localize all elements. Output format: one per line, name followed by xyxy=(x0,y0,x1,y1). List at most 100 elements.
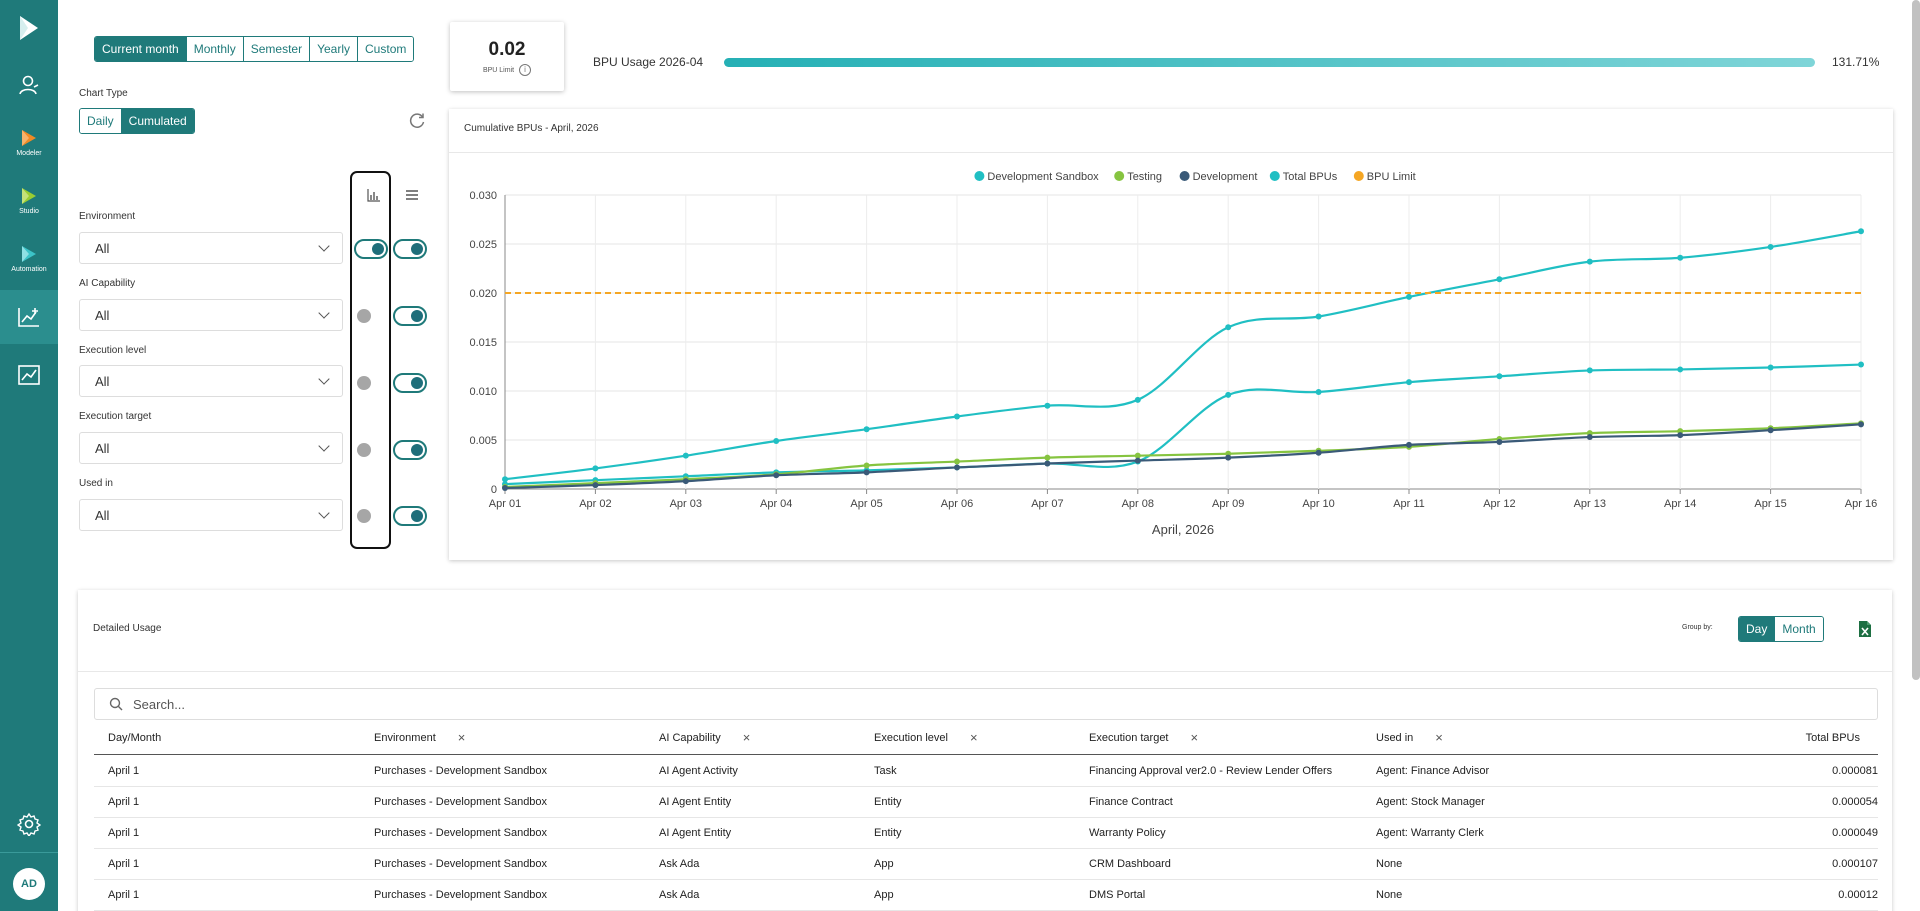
execution-level-chart-toggle[interactable] xyxy=(354,373,388,393)
table-cell: DMS Portal xyxy=(1089,889,1146,901)
period-custom[interactable]: Custom xyxy=(357,37,414,61)
chart-type-daily[interactable]: Daily xyxy=(80,109,121,133)
legend-marker xyxy=(1353,171,1364,181)
sidebar-item-label: Modeler xyxy=(16,150,42,157)
table-row[interactable]: April 1 Purchases - Development Sandbox AI… xyxy=(94,818,1878,849)
table-cell: Ask Ada xyxy=(659,889,700,901)
period-semester[interactable]: Semester xyxy=(242,37,310,61)
remove-column-icon[interactable]: × xyxy=(742,730,751,745)
table-row[interactable]: April 1 Purchases - Development Sandbox As… xyxy=(94,880,1878,911)
execution-level-table-toggle[interactable] xyxy=(393,373,427,393)
x-tick-label: Apr 16 xyxy=(1845,498,1877,510)
ai-capability-table-toggle[interactable] xyxy=(393,306,427,326)
search-input[interactable] xyxy=(133,696,733,712)
settings-gear-icon[interactable] xyxy=(17,812,41,836)
x-tick-label: Apr 05 xyxy=(850,498,882,510)
bar-chart-icon[interactable] xyxy=(367,188,381,202)
column-header-label: Execution target xyxy=(1089,732,1169,744)
y-tick-label: 0.015 xyxy=(469,337,497,349)
chart-header-divider xyxy=(449,152,1893,153)
column-header[interactable]: AI Capability × xyxy=(659,721,750,755)
data-point xyxy=(1225,324,1232,331)
column-header-label: Total BPUs xyxy=(1805,732,1860,744)
used-in-chart-toggle[interactable] xyxy=(354,506,388,526)
legend-label: Development Sandbox xyxy=(987,171,1099,183)
chart-toggle-column-highlight xyxy=(350,171,391,549)
data-point xyxy=(1496,276,1503,283)
filter-environment-select[interactable]: All xyxy=(79,232,343,264)
environment-chart-toggle[interactable] xyxy=(354,239,388,259)
analytics-icon xyxy=(18,308,39,327)
table-header-divider xyxy=(78,671,1892,672)
column-header[interactable]: Execution target × xyxy=(1089,721,1198,755)
environment-table-toggle[interactable] xyxy=(393,239,427,259)
sidebar-item-users[interactable] xyxy=(0,74,58,104)
filter-execution-level-select[interactable]: All xyxy=(79,365,343,397)
data-point xyxy=(863,426,870,433)
table-search xyxy=(94,688,1878,720)
series-line xyxy=(504,230,1862,481)
modeler-icon xyxy=(22,130,36,146)
remove-column-icon[interactable]: × xyxy=(457,730,466,745)
data-point xyxy=(863,462,870,469)
page-scrollbar[interactable] xyxy=(1912,0,1920,680)
table-cell: App xyxy=(874,858,894,870)
data-point xyxy=(1044,460,1051,467)
info-icon[interactable]: i xyxy=(519,64,532,76)
ai-capability-chart-toggle[interactable] xyxy=(354,306,388,326)
chart-type-cumulated[interactable]: Cumulated xyxy=(120,109,194,133)
period-yearly[interactable]: Yearly xyxy=(309,37,358,61)
data-point xyxy=(1858,361,1864,368)
list-icon[interactable] xyxy=(405,188,419,202)
execution-target-chart-toggle[interactable] xyxy=(354,440,388,460)
sidebar-item-automation[interactable]: Automation xyxy=(0,244,58,278)
table-cell: 0.00012 xyxy=(1838,889,1878,901)
refresh-icon[interactable] xyxy=(408,112,426,130)
used-in-table-toggle[interactable] xyxy=(393,506,427,526)
data-point xyxy=(1406,441,1412,448)
column-header[interactable]: Execution level × xyxy=(874,721,978,755)
filter-execution-target-select[interactable]: All xyxy=(79,432,343,464)
remove-column-icon[interactable]: × xyxy=(1435,730,1443,745)
excel-export-icon[interactable] xyxy=(1858,620,1872,638)
table-cell: Ask Ada xyxy=(659,858,700,870)
filter-ai-capability-select[interactable]: All xyxy=(79,299,343,331)
period-monthly[interactable]: Monthly xyxy=(185,37,243,61)
automation-icon xyxy=(22,246,36,262)
column-header[interactable]: Day/Month xyxy=(108,721,161,755)
remove-column-icon[interactable]: × xyxy=(1190,730,1199,745)
execution-target-table-toggle[interactable] xyxy=(393,440,427,460)
table-row[interactable]: April 1 Purchases - Development Sandbox AI… xyxy=(94,787,1878,818)
group-by-day[interactable]: Day xyxy=(1739,617,1775,641)
table-row[interactable]: April 1 Purchases - Development Sandbox As… xyxy=(94,849,1878,880)
x-tick-label: Apr 03 xyxy=(670,498,702,510)
column-header[interactable]: Total BPUs xyxy=(1806,721,1860,755)
x-tick-label: Apr 13 xyxy=(1574,498,1606,510)
table-cell: None xyxy=(1376,858,1403,870)
table-cell: Agent: Warranty Clerk xyxy=(1376,827,1484,839)
data-point xyxy=(1134,396,1141,403)
sidebar-item-studio[interactable]: Studio xyxy=(0,186,58,220)
sidebar-item-reports[interactable] xyxy=(0,364,58,390)
app-logo-icon[interactable] xyxy=(16,14,42,42)
sidebar-item-analytics[interactable] xyxy=(0,290,58,344)
user-avatar[interactable]: AD xyxy=(13,868,45,900)
data-point xyxy=(1134,457,1141,464)
filter-used-in-select[interactable]: All xyxy=(79,499,343,531)
table-cell: Purchases - Development Sandbox xyxy=(374,765,548,777)
remove-column-icon[interactable]: × xyxy=(970,730,978,745)
x-tick-label: Apr 02 xyxy=(579,498,611,510)
period-selector: Current month Monthly Semester Yearly Cu… xyxy=(94,36,415,62)
group-by-month[interactable]: Month xyxy=(1774,617,1823,641)
chevron-down-icon xyxy=(318,507,330,519)
column-header[interactable]: Environment × xyxy=(374,721,465,755)
x-tick-label: Apr 09 xyxy=(1212,498,1244,510)
table-row[interactable]: April 1 Purchases - Development Sandbox AI… xyxy=(94,756,1878,787)
column-header[interactable]: Used in × xyxy=(1376,721,1443,755)
period-current-month[interactable]: Current month xyxy=(95,37,186,61)
filter-used-in-label: Used in xyxy=(79,478,113,489)
chevron-down-icon xyxy=(318,240,330,252)
legend-marker xyxy=(1179,171,1190,181)
sidebar-item-modeler[interactable]: Modeler xyxy=(0,128,58,162)
y-tick-label: 0.020 xyxy=(469,288,497,300)
